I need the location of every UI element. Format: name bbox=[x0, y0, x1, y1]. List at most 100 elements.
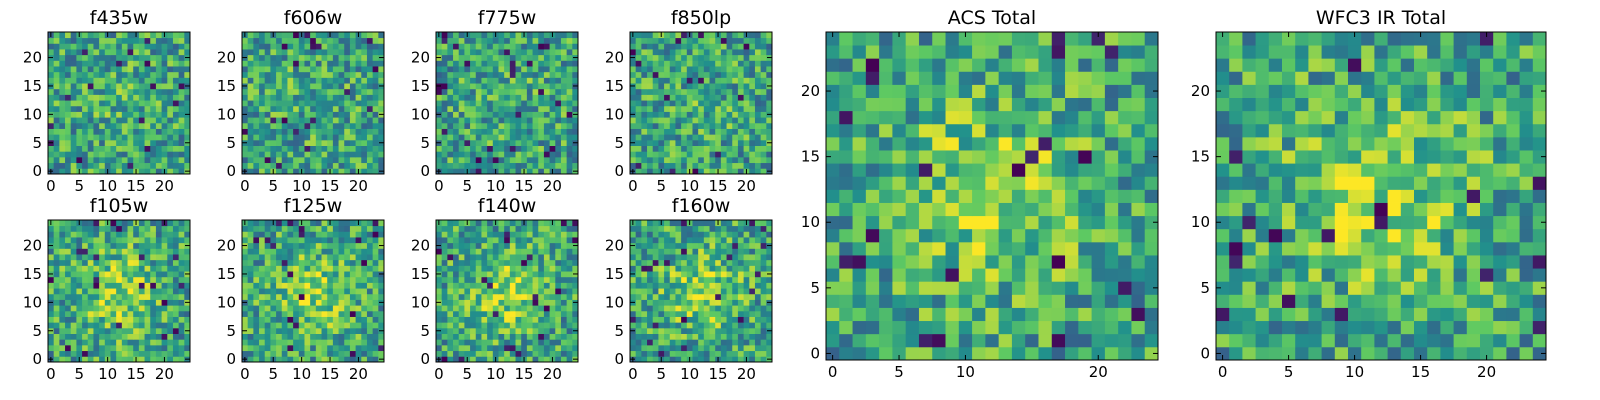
heatmap-cell bbox=[76, 316, 83, 323]
heatmap-cell bbox=[498, 333, 505, 340]
heatmap-cell bbox=[315, 271, 322, 278]
heatmap-cell bbox=[70, 271, 77, 278]
heatmap-cell bbox=[635, 282, 642, 289]
heatmap-cell bbox=[566, 122, 573, 129]
heatmap-cell bbox=[543, 156, 550, 164]
heatmap-cell bbox=[749, 145, 756, 152]
heatmap-cell bbox=[281, 105, 288, 112]
heatmap-cell bbox=[167, 94, 174, 101]
heatmap-cell bbox=[93, 316, 100, 323]
heatmap-cell bbox=[470, 310, 477, 317]
heatmap-cell bbox=[178, 156, 185, 164]
heatmap-cell bbox=[65, 276, 72, 283]
heatmap-cell bbox=[732, 145, 739, 152]
heatmap-cell bbox=[65, 139, 72, 146]
heatmap-cell bbox=[436, 310, 443, 317]
heatmap-cell bbox=[127, 299, 134, 306]
heatmap-cell bbox=[155, 276, 162, 283]
heatmap-cell bbox=[675, 344, 682, 352]
heatmap-cell bbox=[264, 145, 271, 152]
heatmap-cell bbox=[161, 344, 168, 352]
heatmap-cell bbox=[70, 237, 77, 244]
heatmap-cell bbox=[436, 156, 443, 164]
heatmap-cell bbox=[70, 225, 77, 232]
heatmap-cell bbox=[675, 43, 682, 50]
heatmap-cell bbox=[641, 139, 648, 146]
heatmap-cell bbox=[366, 327, 374, 334]
heatmap-cell bbox=[538, 128, 545, 135]
heatmap-cell bbox=[487, 43, 494, 50]
heatmap-cell bbox=[458, 43, 465, 50]
heatmap-cell bbox=[509, 220, 516, 227]
heatmap-cell bbox=[65, 242, 72, 249]
heatmap-cell bbox=[321, 122, 328, 129]
heatmap-cell bbox=[82, 265, 89, 272]
heatmap-cell bbox=[647, 288, 654, 295]
heatmap-cell bbox=[464, 83, 471, 90]
heatmap-cell bbox=[703, 105, 710, 112]
heatmap-cell bbox=[487, 117, 494, 124]
heatmap-cell bbox=[48, 288, 55, 295]
heatmap-cell bbox=[372, 237, 379, 244]
heatmap-cell bbox=[315, 145, 322, 152]
heatmap-cell bbox=[310, 237, 317, 244]
heatmap-cell bbox=[355, 339, 362, 346]
heatmap-cell bbox=[178, 305, 185, 312]
heatmap-cell bbox=[458, 77, 465, 84]
heatmap-cell bbox=[475, 100, 482, 107]
heatmap-cell bbox=[327, 145, 334, 152]
heatmap-cell bbox=[366, 54, 374, 61]
heatmap-cell bbox=[686, 49, 693, 56]
heatmap-cell bbox=[526, 254, 533, 261]
heatmap-cell bbox=[133, 322, 140, 329]
heatmap-cell bbox=[447, 168, 454, 175]
heatmap-cell bbox=[332, 88, 339, 95]
heatmap-cell bbox=[498, 237, 505, 244]
heatmap-cell bbox=[264, 151, 271, 158]
heatmap-cell bbox=[366, 145, 374, 152]
heatmap-cell bbox=[560, 66, 568, 73]
heatmap-cell bbox=[315, 344, 322, 352]
heatmap-cell bbox=[487, 265, 494, 272]
heatmap-cell bbox=[566, 248, 573, 255]
heatmap-cell bbox=[538, 350, 545, 357]
heatmap-cell bbox=[566, 350, 573, 357]
heatmap-cell bbox=[572, 128, 579, 135]
heatmap-cell bbox=[344, 54, 351, 61]
heatmap-cell bbox=[560, 37, 568, 44]
heatmap-cell bbox=[121, 83, 128, 90]
heatmap-cell bbox=[184, 220, 191, 227]
heatmap-cell bbox=[504, 134, 511, 141]
heatmap-cell bbox=[504, 282, 511, 289]
heatmap-cell bbox=[127, 60, 134, 67]
heatmap-cell bbox=[76, 259, 83, 266]
heatmap-cell bbox=[703, 66, 710, 73]
heatmap-cell bbox=[436, 333, 443, 340]
heatmap-cell bbox=[475, 333, 482, 340]
heatmap-cell bbox=[70, 344, 77, 352]
heatmap-cell bbox=[692, 128, 699, 135]
heatmap-cell bbox=[155, 305, 162, 312]
heatmap-cell bbox=[641, 100, 648, 107]
heatmap-cell bbox=[709, 83, 716, 90]
heatmap-cell bbox=[641, 83, 648, 90]
heatmap-cell bbox=[287, 60, 294, 67]
heatmap-cell bbox=[144, 248, 151, 255]
heatmap-cell bbox=[178, 356, 185, 363]
heatmap-cell bbox=[720, 88, 727, 95]
heatmap-cell bbox=[276, 299, 283, 306]
heatmap-cell bbox=[521, 49, 528, 56]
heatmap-cell bbox=[447, 156, 454, 164]
heatmap-cell bbox=[543, 145, 550, 152]
heatmap-cell bbox=[287, 105, 294, 112]
heatmap-cell bbox=[287, 117, 294, 124]
heatmap-cell bbox=[310, 220, 317, 227]
heatmap-cell bbox=[87, 220, 94, 227]
heatmap-cell bbox=[53, 344, 60, 352]
heatmap-cell bbox=[110, 282, 117, 289]
heatmap-cell bbox=[737, 71, 744, 78]
heatmap-cell bbox=[475, 111, 482, 118]
heatmap-cell bbox=[287, 276, 294, 283]
heatmap-cell bbox=[355, 128, 362, 135]
heatmap-cell bbox=[498, 254, 505, 261]
